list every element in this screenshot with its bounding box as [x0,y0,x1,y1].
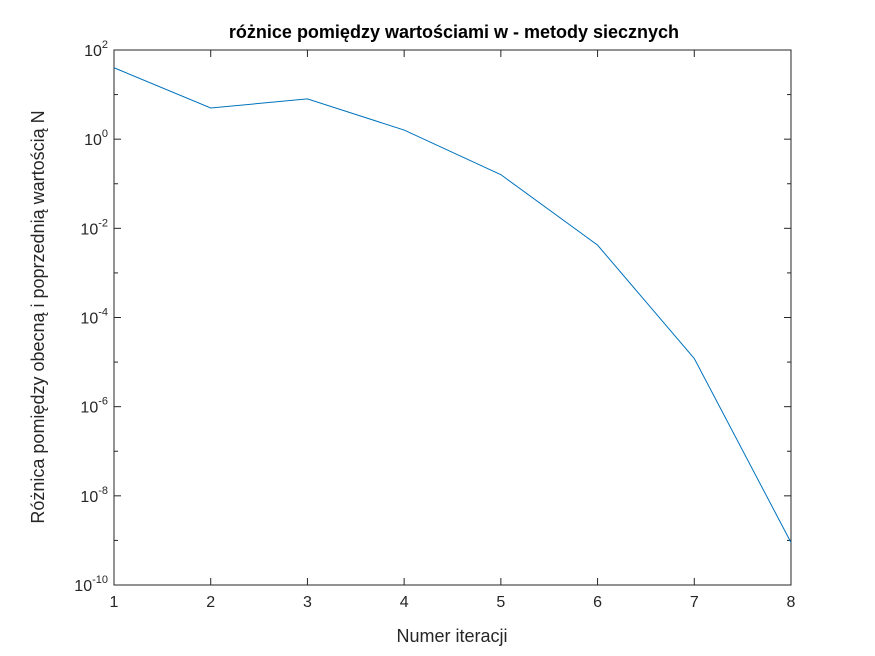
data-point [500,174,501,175]
y-tick-label: 10-8 [80,485,108,506]
y-tick-label: 10-10 [74,574,108,595]
axis-ticks [113,49,792,586]
series-line [113,67,792,543]
data-point [307,98,308,99]
y-tick-label: 10-2 [80,217,108,238]
y-tick-label: 10-6 [80,396,108,417]
chart-title: różnice pomiędzy wartościami w - metody … [229,22,679,42]
data-point [791,542,792,543]
series-layer [113,67,792,543]
plot-area [113,49,792,586]
y-tick-label: 100 [84,128,108,149]
data-point [404,130,405,131]
y-tick-label: 10-4 [80,307,108,328]
x-tick-label: 2 [206,594,215,611]
data-point [114,67,115,68]
y-tick-label: 102 [84,39,108,60]
y-axis-label: Różnica pomiędzy obecną i poprzednią war… [28,110,48,523]
x-tick-label: 5 [496,594,505,611]
data-point [210,108,211,109]
x-axis-label: Numer iteracji [396,626,507,646]
data-point [694,358,695,359]
x-tick-label: 8 [787,594,796,611]
x-tick-label: 3 [303,594,312,611]
x-tick-label: 7 [690,594,699,611]
x-tick-label: 1 [110,594,119,611]
data-point [597,245,598,246]
x-tick-label: 6 [593,594,602,611]
y-tick-labels: 102 100 10-2 10-4 10-6 10-8 10-10 [74,39,108,595]
x-tick-labels: 1 2 3 4 5 6 7 8 [110,594,796,611]
x-tick-label: 4 [400,594,409,611]
